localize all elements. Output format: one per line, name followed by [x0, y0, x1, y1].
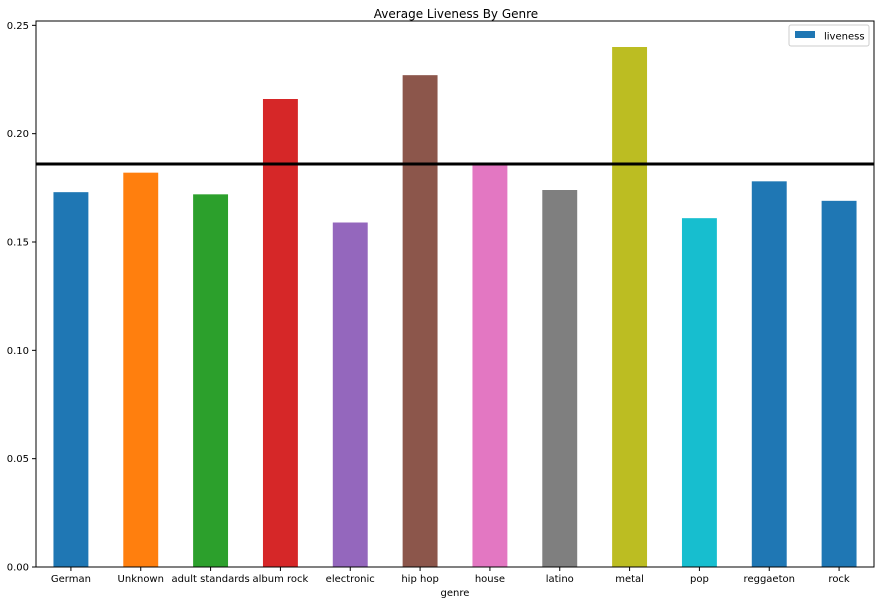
- bar-album-rock[interactable]: [262, 99, 298, 567]
- bars-layer: [53, 47, 857, 568]
- y-tick-label: 0.00: [7, 563, 29, 574]
- bar-hip-hop[interactable]: [402, 75, 438, 568]
- x-tick-label: house: [475, 574, 505, 585]
- bar-metal[interactable]: [612, 47, 648, 567]
- x-tick-label: reggaeton: [744, 574, 795, 585]
- bar-latino[interactable]: [542, 190, 578, 567]
- x-ticks-layer: German Unknown adult standards album rock el…: [51, 567, 850, 585]
- y-tick-label: 0.20: [7, 129, 29, 140]
- axes-layer: [35, 20, 875, 568]
- y-ticks-layer: 0.00 0.05 0.10 0.15 0.20 0.25: [7, 21, 36, 574]
- x-tick-label: adult standards: [171, 574, 249, 585]
- bar-rock[interactable]: [821, 200, 857, 567]
- x-tick-label: German: [51, 574, 91, 585]
- bar-adult-standards[interactable]: [193, 194, 229, 567]
- legend-swatch: [795, 31, 815, 38]
- x-tick-label: pop: [690, 574, 709, 585]
- x-tick-label: hip hop: [401, 574, 438, 585]
- x-tick-label: electronic: [326, 574, 375, 585]
- bar-unknown[interactable]: [123, 172, 159, 568]
- x-tick-label: rock: [828, 574, 850, 585]
- y-tick-label: 0.15: [7, 238, 29, 249]
- x-axis-label: genre: [441, 588, 470, 599]
- bar-pop[interactable]: [681, 218, 717, 568]
- x-tick-label: Unknown: [118, 574, 164, 585]
- x-tick-label: latino: [546, 574, 574, 585]
- x-tick-label: album rock: [253, 574, 309, 585]
- x-tick-label: metal: [615, 574, 644, 585]
- bar-house[interactable]: [472, 164, 508, 567]
- legend-frame: [788, 24, 870, 47]
- plot-frame: [35, 20, 875, 568]
- legend[interactable]: liveness: [788, 24, 870, 47]
- y-tick-label: 0.10: [7, 346, 29, 357]
- y-tick-label: 0.25: [7, 21, 29, 32]
- bar-german[interactable]: [53, 192, 89, 568]
- y-tick-label: 0.05: [7, 454, 29, 465]
- legend-label: liveness: [824, 32, 865, 43]
- bar-electronic[interactable]: [332, 222, 368, 568]
- bar-reggaeton[interactable]: [751, 181, 787, 567]
- chart-title: Average Liveness By Genre: [374, 7, 538, 21]
